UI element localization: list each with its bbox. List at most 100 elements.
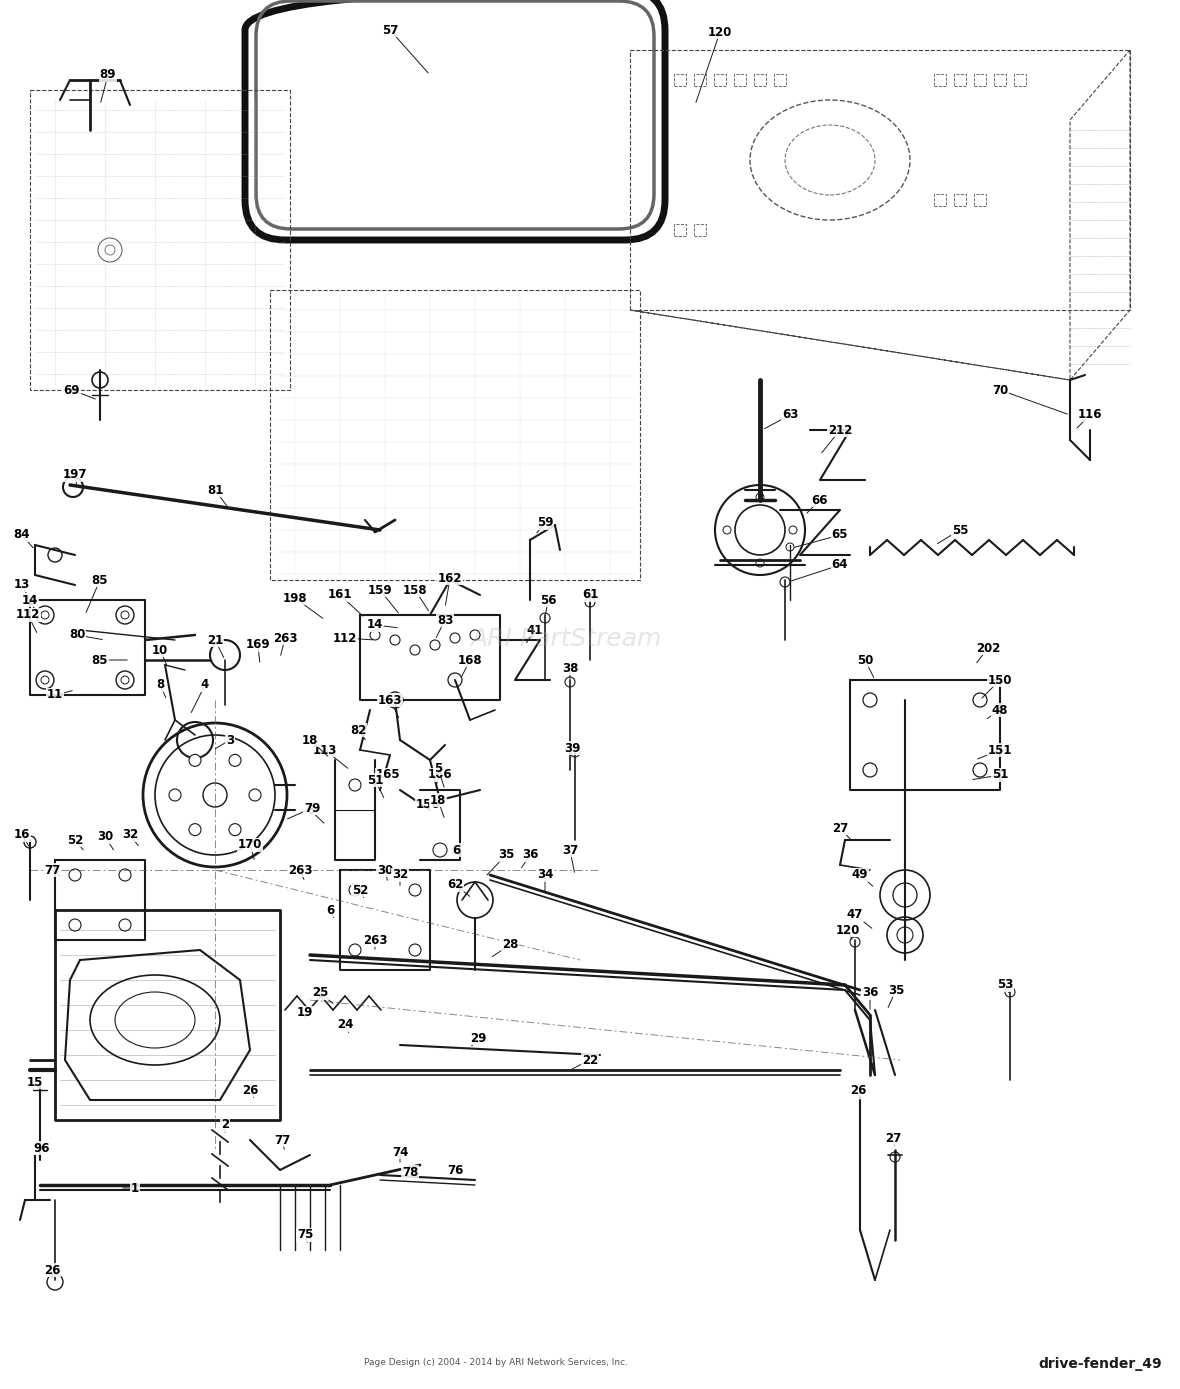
Text: Page Design (c) 2004 - 2014 by ARI Network Services, Inc.: Page Design (c) 2004 - 2014 by ARI Netwo… xyxy=(363,1358,628,1367)
Text: 52: 52 xyxy=(67,833,83,846)
Text: 85: 85 xyxy=(92,653,109,667)
Text: 29: 29 xyxy=(470,1032,486,1045)
Text: 116: 116 xyxy=(1077,408,1102,421)
Text: 197: 197 xyxy=(63,468,87,482)
Text: 4: 4 xyxy=(201,678,209,692)
Text: 35: 35 xyxy=(498,849,514,861)
Text: 78: 78 xyxy=(402,1165,418,1178)
Text: 36: 36 xyxy=(522,849,538,861)
Bar xyxy=(935,194,946,206)
Text: 168: 168 xyxy=(458,653,483,667)
Text: 75: 75 xyxy=(297,1228,313,1242)
Text: 15: 15 xyxy=(27,1075,44,1089)
Text: 13: 13 xyxy=(14,578,31,592)
Text: 55: 55 xyxy=(952,524,969,536)
Text: 69: 69 xyxy=(64,383,80,396)
Text: 11: 11 xyxy=(47,689,63,701)
Text: 165: 165 xyxy=(375,768,400,782)
Circle shape xyxy=(756,493,763,501)
Text: 25: 25 xyxy=(312,986,328,1000)
Text: 26: 26 xyxy=(44,1264,60,1276)
Text: 18: 18 xyxy=(430,793,446,807)
Text: 161: 161 xyxy=(328,589,353,601)
Text: 85: 85 xyxy=(92,574,109,586)
Text: 66: 66 xyxy=(812,493,828,507)
Text: 158: 158 xyxy=(402,583,427,596)
Text: 6: 6 xyxy=(452,843,460,857)
Text: 14: 14 xyxy=(367,618,384,632)
Text: 50: 50 xyxy=(857,653,873,667)
Text: 120: 120 xyxy=(835,924,860,936)
Text: 26: 26 xyxy=(242,1083,258,1096)
Text: 263: 263 xyxy=(273,632,297,644)
Text: 30: 30 xyxy=(376,864,393,876)
Circle shape xyxy=(249,789,261,801)
Text: 1: 1 xyxy=(131,1182,139,1195)
Text: 30: 30 xyxy=(97,831,113,843)
Bar xyxy=(994,74,1007,86)
Text: 10: 10 xyxy=(152,643,168,657)
Text: 2: 2 xyxy=(221,1118,229,1132)
Text: ARI PartStream: ARI PartStream xyxy=(471,626,662,651)
Circle shape xyxy=(229,754,241,767)
Bar xyxy=(734,74,746,86)
Text: 38: 38 xyxy=(562,661,578,675)
Text: 28: 28 xyxy=(502,939,518,951)
Bar xyxy=(694,224,706,236)
Text: 34: 34 xyxy=(537,868,553,882)
Text: 263: 263 xyxy=(362,933,387,946)
Bar xyxy=(953,194,966,206)
Text: 263: 263 xyxy=(288,864,313,876)
Text: 53: 53 xyxy=(997,978,1014,992)
Text: 150: 150 xyxy=(988,674,1012,686)
Bar xyxy=(774,74,786,86)
Circle shape xyxy=(723,526,730,533)
Text: 113: 113 xyxy=(313,743,337,757)
Text: 202: 202 xyxy=(976,642,1001,654)
Text: 3: 3 xyxy=(225,733,234,746)
Text: 8: 8 xyxy=(156,678,164,692)
Text: 64: 64 xyxy=(832,558,848,571)
Text: 59: 59 xyxy=(537,517,553,529)
Circle shape xyxy=(189,824,201,836)
Text: 57: 57 xyxy=(382,24,398,36)
Bar xyxy=(935,74,946,86)
Text: 163: 163 xyxy=(378,693,402,707)
Text: 14: 14 xyxy=(21,593,38,607)
Text: 51: 51 xyxy=(367,774,384,786)
Text: 6: 6 xyxy=(326,903,334,917)
Text: 22: 22 xyxy=(582,1053,598,1067)
Text: 112: 112 xyxy=(15,608,40,621)
Text: 26: 26 xyxy=(850,1083,866,1096)
Text: 166: 166 xyxy=(427,768,452,782)
Text: 18: 18 xyxy=(302,733,319,746)
Text: 27: 27 xyxy=(885,1132,902,1145)
Text: 89: 89 xyxy=(100,68,117,82)
Text: 83: 83 xyxy=(437,614,453,626)
Text: 37: 37 xyxy=(562,843,578,857)
Text: 21: 21 xyxy=(206,633,223,646)
Circle shape xyxy=(169,789,181,801)
Text: 77: 77 xyxy=(274,1133,290,1146)
Text: 47: 47 xyxy=(847,908,864,921)
Text: 65: 65 xyxy=(832,528,848,542)
Text: drive-fender_49: drive-fender_49 xyxy=(1038,1357,1162,1371)
Text: 79: 79 xyxy=(303,801,320,814)
Text: 24: 24 xyxy=(336,1018,353,1032)
Bar xyxy=(674,74,686,86)
Text: 156: 156 xyxy=(415,799,440,811)
Text: 212: 212 xyxy=(828,424,852,436)
Circle shape xyxy=(189,754,201,767)
Text: 5: 5 xyxy=(434,761,442,775)
Text: 56: 56 xyxy=(539,593,556,607)
Text: 81: 81 xyxy=(206,483,223,496)
Text: 76: 76 xyxy=(447,1164,464,1176)
Text: 41: 41 xyxy=(526,624,543,636)
Text: 170: 170 xyxy=(238,839,262,851)
Text: 61: 61 xyxy=(582,589,598,601)
Bar xyxy=(1014,74,1025,86)
Bar xyxy=(974,74,986,86)
Bar xyxy=(674,224,686,236)
Circle shape xyxy=(756,558,763,567)
Text: 6: 6 xyxy=(306,803,314,817)
